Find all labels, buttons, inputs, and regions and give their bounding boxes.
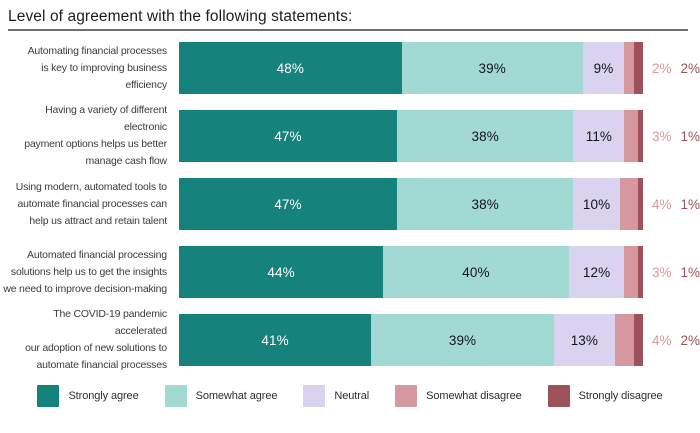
bar-segment-neutral: 12% xyxy=(568,246,625,298)
chart-row: Automating financial processes is key to… xyxy=(0,42,700,94)
outside-labels: 3% 1% xyxy=(643,110,700,162)
stacked-bar: 48% 39% 9% xyxy=(178,42,643,94)
row-label: Automating financial processes is key to… xyxy=(27,44,168,91)
legend-swatch-strongly-disagree xyxy=(547,385,570,407)
outside-value-label-strongly-disagree: 1% xyxy=(680,128,700,144)
chart-legend: Strongly agree Somewhat agree Neutral Somew… xyxy=(0,385,700,407)
legend-item-strongly-agree: Strongly agree xyxy=(37,385,139,407)
bar-segment-somewhat-agree: 38% xyxy=(397,110,574,162)
bar-segment-somewhat-disagree xyxy=(624,110,639,162)
stacked-bar: 41% 39% 13% xyxy=(178,314,643,366)
outside-value-label-strongly-disagree: 1% xyxy=(680,264,700,280)
bar-segment-neutral: 9% xyxy=(582,42,625,94)
outside-value-label-somewhat-disagree: 4% xyxy=(651,332,672,348)
chart-row: Automated financial processing solutions… xyxy=(0,246,700,298)
row-label: The COVID-19 pandemic accelerated our ad… xyxy=(25,308,167,371)
bar-segment-somewhat-disagree xyxy=(624,246,639,298)
bar-segment-somewhat-agree: 39% xyxy=(401,42,583,94)
legend-label: Strongly agree xyxy=(68,390,139,402)
legend-swatch-strongly-agree xyxy=(37,385,60,407)
bar-segment-somewhat-agree: 38% xyxy=(397,178,574,230)
bar-segment-strongly-agree: 44% xyxy=(178,246,384,298)
segment-value-label: 44% xyxy=(267,264,295,280)
bar-segment-strongly-disagree xyxy=(638,110,643,162)
row-label: Having a variety of different electronic… xyxy=(24,104,167,167)
outside-value-label-somewhat-disagree: 3% xyxy=(651,128,672,144)
segment-value-label: 47% xyxy=(274,196,302,212)
outside-value-label-strongly-disagree: 2% xyxy=(680,60,700,76)
outside-value-label-strongly-disagree: 2% xyxy=(680,332,700,348)
title-divider xyxy=(8,29,688,31)
legend-swatch-somewhat-disagree xyxy=(395,385,418,407)
segment-value-label: 40% xyxy=(462,264,490,280)
segment-value-label: 38% xyxy=(471,196,499,212)
stacked-bar: 47% 38% 10% xyxy=(178,178,643,230)
segment-value-label: 38% xyxy=(471,128,499,144)
bar-segment-strongly-agree: 47% xyxy=(178,178,398,230)
outside-value-label-somewhat-disagree: 3% xyxy=(651,264,672,280)
bar-segment-strongly-agree: 48% xyxy=(178,42,402,94)
outside-labels: 3% 1% xyxy=(643,246,700,298)
segment-value-label: 39% xyxy=(448,332,477,348)
bar-segment-strongly-disagree xyxy=(638,178,643,230)
bar-segment-somewhat-agree: 39% xyxy=(371,314,554,366)
bar-segment-somewhat-disagree xyxy=(619,178,639,230)
outside-value-label-somewhat-disagree: 4% xyxy=(651,196,672,212)
segment-value-label: 13% xyxy=(570,332,599,348)
outside-value-label-strongly-disagree: 1% xyxy=(680,196,700,212)
segment-value-label: 9% xyxy=(593,60,614,76)
segment-value-label: 10% xyxy=(582,196,611,212)
outside-labels: 2% 2% xyxy=(643,42,700,94)
bar-segment-strongly-disagree xyxy=(638,246,643,298)
legend-item-strongly-disagree: Strongly disagree xyxy=(547,385,663,407)
bar-segment-neutral: 13% xyxy=(553,314,615,366)
segment-value-label: 39% xyxy=(478,60,506,76)
bar-segment-somewhat-agree: 40% xyxy=(383,246,569,298)
segment-value-label: 48% xyxy=(276,60,304,76)
bar-segment-neutral: 11% xyxy=(573,110,625,162)
chart-rows: Automating financial processes is key to… xyxy=(0,42,700,371)
segment-value-label: 12% xyxy=(582,264,611,280)
legend-item-somewhat-agree: Somewhat agree xyxy=(164,385,278,407)
bar-segment-neutral: 10% xyxy=(573,178,620,230)
bar-segment-strongly-agree: 41% xyxy=(178,314,372,366)
legend-item-neutral: Neutral xyxy=(303,385,369,407)
row-label: Using modern, automated tools to automat… xyxy=(15,180,167,227)
legend-swatch-neutral xyxy=(303,385,326,407)
legend-swatch-somewhat-agree xyxy=(164,385,187,407)
chart-row: Using modern, automated tools to automat… xyxy=(0,178,700,230)
chart-title: Level of agreement with the following st… xyxy=(8,8,353,25)
chart-row: Having a variety of different electronic… xyxy=(0,104,700,167)
bar-segment-somewhat-disagree xyxy=(624,42,634,94)
stacked-bar: 47% 38% 11% xyxy=(178,110,643,162)
segment-value-label: 11% xyxy=(585,128,613,144)
legend-label: Neutral xyxy=(334,390,370,402)
legend-label: Somewhat disagree xyxy=(426,390,522,402)
legend-label: Somewhat agree xyxy=(195,390,278,402)
chart-row: The COVID-19 pandemic accelerated our ad… xyxy=(0,308,700,371)
bar-segment-strongly-agree: 47% xyxy=(178,110,398,162)
segment-value-label: 47% xyxy=(274,128,302,144)
bar-segment-strongly-disagree xyxy=(633,314,643,366)
outside-labels: 4% 1% xyxy=(643,178,700,230)
legend-item-somewhat-disagree: Somewhat disagree xyxy=(395,385,522,407)
bar-segment-strongly-disagree xyxy=(633,42,643,94)
bar-segment-somewhat-disagree xyxy=(614,314,634,366)
stacked-bar: 44% 40% 12% xyxy=(178,246,643,298)
outside-labels: 4% 2% xyxy=(643,314,700,366)
outside-value-label-somewhat-disagree: 2% xyxy=(651,60,672,76)
row-label: Automated financial processing solutions… xyxy=(3,248,167,295)
segment-value-label: 41% xyxy=(261,332,289,348)
legend-label: Strongly disagree xyxy=(578,390,663,402)
